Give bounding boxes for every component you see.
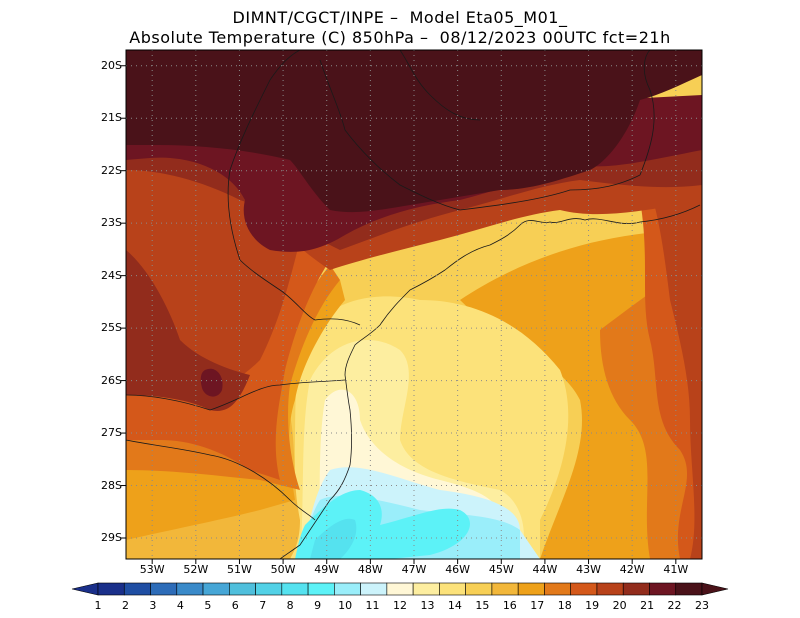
colorbar-segments: [71, 582, 729, 596]
lon-label: 52W: [183, 563, 209, 576]
lat-label: 27S: [101, 426, 122, 440]
lon-label: 46W: [445, 563, 471, 576]
colorbar-label: 2: [121, 599, 129, 612]
chart-title: DIMNT/CGCT/INPE – Model Eta05_M01_: [232, 8, 568, 27]
colorbar-segment: [649, 582, 677, 596]
colorbar-segment: [281, 582, 309, 596]
lon-label: 48W: [357, 563, 383, 576]
lon-label: 50W: [270, 563, 296, 576]
colorbar-label: 1: [94, 599, 102, 612]
colorbar-segment: [202, 582, 230, 596]
gridlines: [126, 50, 702, 559]
border-pr-sc: [126, 379, 346, 411]
colorbar-label: 4: [176, 599, 184, 612]
lon-label: 44W: [532, 563, 558, 576]
colorbar-label: 6: [231, 599, 239, 612]
lat-label: 25S: [101, 321, 122, 335]
colorbar-label: 23: [695, 599, 709, 612]
lat-label: 20S: [101, 58, 122, 72]
colorbar-segment: [465, 582, 493, 596]
colorbar-label: 7: [259, 599, 267, 612]
border-mg-es: [639, 50, 655, 176]
border-sp-mg: [319, 59, 461, 211]
colorbar-segment: [491, 582, 519, 596]
border-go-mg: [399, 50, 481, 121]
lon-label: 42W: [619, 563, 645, 576]
colorbar-label: 18: [557, 599, 572, 612]
colorbar-segment: [97, 582, 125, 596]
colorbar-segment: [176, 582, 204, 596]
colorbar-label: 3: [149, 599, 157, 612]
colorbar-segment: [439, 582, 466, 596]
colorbar-label: 11: [365, 599, 380, 612]
colorbar-label: 19: [585, 599, 600, 612]
region-21-west: [126, 250, 250, 411]
colorbar-label: 13: [420, 599, 435, 612]
lat-label: 22S: [101, 163, 122, 177]
lon-label: 49W: [314, 563, 340, 576]
border-sc-rs: [126, 439, 316, 521]
chart-subtitle: Absolute Temperature (C) 850hPa – 08/12/…: [129, 28, 671, 47]
borders: [126, 50, 701, 559]
lon-label: 47W: [401, 563, 427, 576]
lat-label: 21S: [101, 111, 122, 125]
colorbar-label: 22: [667, 599, 682, 612]
colorbar-label: 16: [502, 599, 517, 612]
colorbar-label: 12: [393, 599, 407, 612]
colorbar-segment: [386, 582, 414, 596]
lat-label: 26S: [101, 373, 122, 387]
lat-label: 29S: [101, 531, 122, 544]
colorbar-segment: [517, 582, 545, 596]
region-8-cool: [310, 518, 357, 559]
colorbar-right-arrow: [701, 582, 729, 596]
colorbar-label: 21: [640, 599, 655, 612]
colorbar-segment: [596, 582, 624, 596]
lon-label: 41W: [663, 563, 689, 576]
colorbar-segment: [675, 582, 703, 596]
colorbar-label: 20: [612, 599, 627, 612]
colorbar-left-arrow: [71, 582, 99, 596]
colorbar-segment: [622, 582, 650, 596]
border-ms-sp: [227, 50, 301, 261]
colorbar-segment: [123, 582, 151, 596]
lat-label: 24S: [101, 268, 122, 282]
colorbar-label: 14: [447, 599, 462, 612]
axis-ticks: [121, 65, 677, 564]
colorbar-label: 8: [286, 599, 294, 612]
colorbar-segment: [229, 582, 256, 596]
colorbar-segment: [360, 582, 388, 596]
colorbar-segment: [307, 582, 335, 596]
lon-label: 53W: [139, 563, 165, 576]
lat-label: 23S: [101, 216, 122, 230]
colorbar-label: 15: [475, 599, 490, 612]
region-22-west-spot: [200, 368, 223, 397]
colorbar-segment: [570, 582, 598, 596]
colorbar-label: 10: [338, 599, 353, 612]
colorbar-segment: [544, 582, 571, 596]
colorbar-label: 9: [314, 599, 322, 612]
colorbar-label: 5: [204, 599, 212, 612]
coastline: [279, 204, 701, 559]
region-23-north: [126, 50, 702, 213]
border-sp-pr: [239, 259, 361, 326]
region-20-east: [650, 170, 702, 559]
lon-label: 43W: [576, 563, 601, 576]
colorbar-label: 17: [530, 599, 545, 612]
lat-label: 28S: [101, 478, 122, 492]
lon-label: 51W: [227, 563, 252, 576]
colorbar-segment: [412, 582, 440, 596]
lon-label: 45W: [488, 563, 514, 576]
colorbar-segment: [255, 582, 283, 596]
colorbar-segment: [334, 582, 361, 596]
colorbar-segment: [150, 582, 178, 596]
border-mg-rj: [459, 174, 641, 211]
